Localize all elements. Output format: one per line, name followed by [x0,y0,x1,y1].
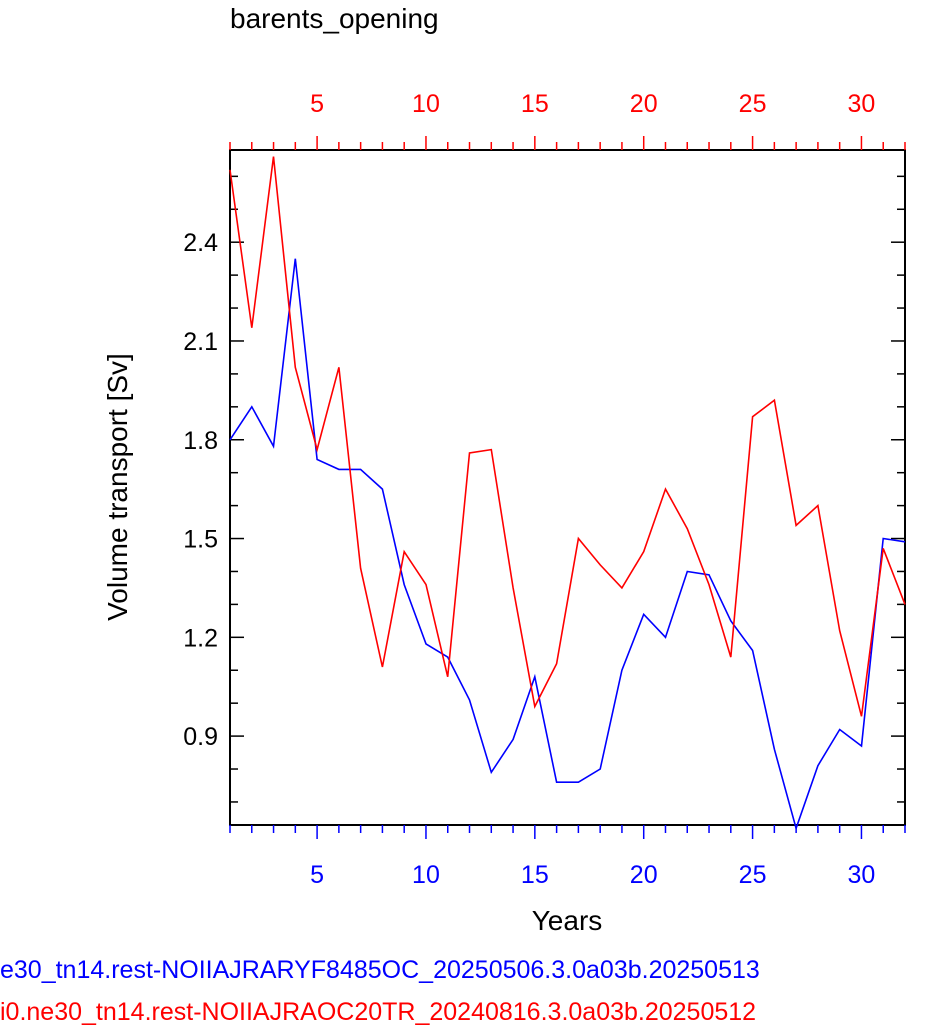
y-tick-label: 2.4 [183,229,218,257]
series-caption-blue-text: e30_tn14.rest-NOIIAJRARYF8485OC_20250506… [0,956,760,984]
series-caption-red-text: i0.ne30_tn14.rest-NOIIAJRAOC20TR_2024081… [0,998,757,1026]
x-tick-label-bottom: 30 [848,861,876,889]
y-tick-label: 1.8 [183,427,218,455]
line-chart: barents_opening 0.9 1.2 1.5 1.8 2.1 2.4 5 5 10 10… [102,3,906,936]
y-axis-label: Volume transport [Sv] [102,353,133,621]
x-tick-label-bottom: 10 [412,861,440,889]
y-tick-label: 1.5 [183,526,218,554]
series-caption-blue: e30_tn14.rest-NOIIAJRARYF8485OC_20250506… [0,955,944,985]
x-tick-label-top: 5 [310,90,324,118]
series-caption-red: i0.ne30_tn14.rest-NOIIAJRAOC20TR_2024081… [0,997,944,1027]
series-line-red [229,156,906,717]
series-lines [229,156,906,831]
y-tick-label: 1.2 [183,624,218,652]
x-tick-label-top: 15 [521,90,549,118]
x-tick-label-top: 30 [848,90,876,118]
chart-title: barents_opening [230,3,439,34]
x-tick-label-bottom: 5 [310,861,324,889]
y-tick-label: 2.1 [183,328,218,356]
axis-ticks: 0.9 1.2 1.5 1.8 2.1 2.4 5 5 10 10 15 15 20 20 25 25 30 30 [183,90,906,889]
x-tick-label-bottom: 15 [521,861,549,889]
plot-frame [229,149,906,826]
x-tick-label-top: 20 [630,90,658,118]
y-tick-label: 0.9 [183,723,218,751]
x-tick-label-top: 10 [412,90,440,118]
series-line-blue [229,258,906,831]
x-tick-label-bottom: 20 [630,861,658,889]
x-axis-label: Years [532,905,603,936]
x-tick-label-bottom: 25 [739,861,767,889]
plot-border [229,149,906,826]
x-tick-label-top: 25 [739,90,767,118]
